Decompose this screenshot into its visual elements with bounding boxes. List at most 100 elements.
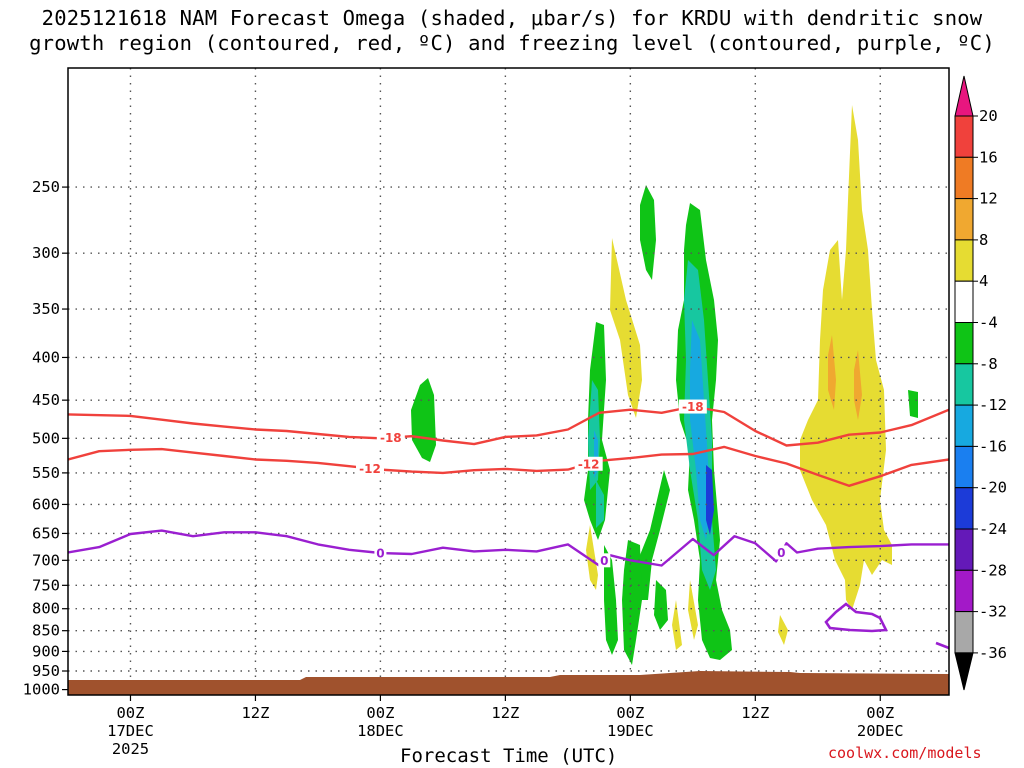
y-tick-label: 250 xyxy=(32,178,60,196)
contour-label-bg xyxy=(598,553,611,568)
omega-region-yellow xyxy=(800,105,892,610)
contour-label-bg xyxy=(374,545,387,560)
colorbar-label: -8 xyxy=(979,355,998,373)
y-tick-label: 500 xyxy=(32,429,60,447)
x-tick-label: 00Z xyxy=(116,704,144,722)
colorbar-label: -32 xyxy=(979,603,1007,621)
colorbar-swatch xyxy=(954,528,974,571)
colorbar-swatch xyxy=(954,487,974,530)
x-tick-label: 00Z xyxy=(616,704,644,722)
omega-region-green xyxy=(638,470,670,600)
chart-title: 2025121618 NAM Forecast Omega (shaded, μ… xyxy=(0,6,1024,56)
y-tick-label: 750 xyxy=(32,576,60,594)
y-tick-label: 400 xyxy=(32,348,60,366)
x-tick-date: 18DEC xyxy=(357,722,404,740)
omega-region-orange xyxy=(854,350,862,420)
contour-label-bg xyxy=(376,430,405,445)
x-tick-label: 12Z xyxy=(491,704,519,722)
freezing-level-loop xyxy=(824,602,889,633)
colorbar: 20 16 12 8 4 -4 -8 -12 -16 -20 -24 -28 -32 -36 xyxy=(954,75,1007,691)
omega-region-yellow xyxy=(610,238,642,418)
x-axis-label: Forecast Time (UTC) xyxy=(400,745,618,767)
contour-label-bg xyxy=(775,545,788,560)
colorbar-swatch xyxy=(954,569,974,613)
title-line-1: 2025121618 NAM Forecast Omega (shaded, μ… xyxy=(41,6,983,30)
ground-surface xyxy=(68,671,949,695)
omega-region-green xyxy=(604,545,618,655)
colorbar-swatch xyxy=(954,156,974,200)
contour-label: -18 xyxy=(380,431,402,445)
colorbar-swatch xyxy=(954,404,974,447)
contour-label-bg xyxy=(574,456,603,471)
y-tick-label: 950 xyxy=(32,662,60,680)
colorbar-swatch xyxy=(954,322,974,365)
colorbar-label: -12 xyxy=(979,396,1007,414)
freezing-level-segment xyxy=(935,641,950,650)
contour-line-dgz xyxy=(68,405,949,447)
omega-region-blue xyxy=(690,320,710,540)
colorbar-swatch xyxy=(954,611,974,654)
colorbar-swatch xyxy=(954,363,974,406)
contour-label: -12 xyxy=(359,462,381,476)
credit-text: coolwx.com/models xyxy=(828,744,982,762)
y-tick-label: 300 xyxy=(32,244,60,262)
contour-label: -12 xyxy=(578,457,600,471)
colorbar-label: 4 xyxy=(979,272,988,290)
contour-label: 0 xyxy=(777,546,785,560)
y-tick-label: 650 xyxy=(32,524,60,542)
x-tick-date: 20DEC xyxy=(857,722,904,740)
y-axis: 250 300 350 400 450 500 550 600 650 700 750 800 850 9… xyxy=(23,178,68,699)
colorbar-label: -24 xyxy=(979,520,1007,538)
contour-line-freezing xyxy=(68,529,949,567)
contour-line-dgz xyxy=(68,445,949,487)
colorbar-swatch xyxy=(954,198,974,241)
title-line-2: growth region (contoured, red, ºC) and f… xyxy=(29,31,995,55)
contour-label: -18 xyxy=(682,400,704,414)
colorbar-label: -20 xyxy=(979,479,1007,497)
colorbar-label: -16 xyxy=(979,437,1007,455)
colorbar-swatch xyxy=(954,239,974,282)
x-tick-date: 19DEC xyxy=(607,722,654,740)
x-tick-label: 00Z xyxy=(866,704,894,722)
contour-labels: -18 -18 -12 -12 0 0 0 xyxy=(355,399,788,568)
x-tick-label: 00Z xyxy=(366,704,394,722)
contour-label-bg xyxy=(355,461,384,476)
omega-region-green xyxy=(640,185,656,280)
contour-label: 0 xyxy=(376,546,384,560)
colorbar-label: 20 xyxy=(979,107,998,125)
colorbar-arrow-top xyxy=(954,75,974,117)
y-tick-label: 700 xyxy=(32,551,60,569)
y-tick-label: 850 xyxy=(32,622,60,640)
omega-region-yellow xyxy=(672,600,682,650)
x-tick-year: 2025 xyxy=(112,740,149,758)
omega-region-green xyxy=(622,540,642,665)
y-tick-label: 450 xyxy=(32,391,60,409)
omega-region-yellow xyxy=(586,525,598,590)
y-tick-label: 350 xyxy=(32,300,60,318)
omega-region-green xyxy=(411,378,436,462)
plot-frame xyxy=(67,67,950,696)
omega-region-darkblue xyxy=(706,465,714,535)
colorbar-label: -28 xyxy=(979,561,1007,579)
y-tick-label: 600 xyxy=(32,495,60,513)
contour-lines xyxy=(68,405,949,567)
colorbar-label: -4 xyxy=(979,314,998,332)
y-tick-label: 550 xyxy=(32,464,60,482)
omega-region-teal xyxy=(596,480,604,528)
colorbar-label: 8 xyxy=(979,231,988,249)
omega-region-yellow xyxy=(688,580,698,640)
colorbar-label: 16 xyxy=(979,148,998,166)
colorbar-swatch xyxy=(954,445,974,489)
x-tick-label: 12Z xyxy=(741,704,769,722)
colorbar-swatch xyxy=(954,280,974,324)
y-tick-label: 1000 xyxy=(23,681,60,699)
contour-label-bg xyxy=(678,399,707,414)
omega-region-yellow xyxy=(778,615,788,645)
x-tick-label: 12Z xyxy=(241,704,269,722)
colorbar-label: -36 xyxy=(979,644,1007,662)
colorbar-arrow-bottom xyxy=(954,652,974,691)
omega-region-orange xyxy=(828,335,836,410)
grid-lines xyxy=(68,68,949,695)
